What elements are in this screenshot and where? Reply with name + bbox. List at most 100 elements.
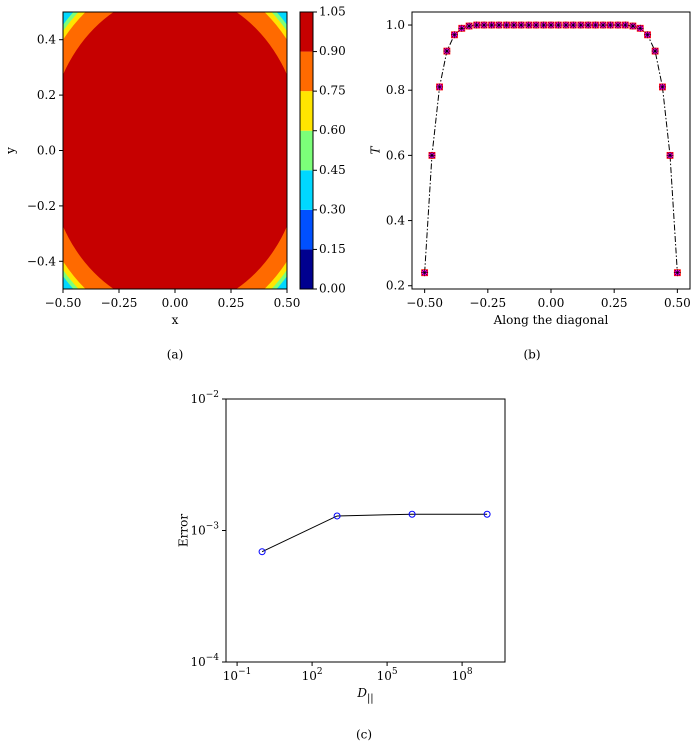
tick-label: 102 [302, 667, 323, 683]
tick-label-exponent: 8 [467, 667, 473, 677]
colorbar-segment [300, 170, 313, 210]
tick-label-base: 0.2 [37, 88, 56, 102]
data-point-star [525, 21, 533, 29]
data-point-star [614, 21, 622, 29]
data-point-star [450, 31, 458, 39]
tick-label: 0.25 [218, 296, 245, 310]
x-axis-label-text: x [172, 313, 179, 327]
data-point-star [636, 24, 644, 32]
tick-label-exponent: 5 [392, 667, 398, 677]
tick-label-base: 10 [190, 392, 205, 406]
x-axis-label: Along the diagonal [493, 313, 609, 327]
data-point-star [658, 83, 666, 91]
tick-label-base: 0.00 [538, 296, 565, 310]
data-point-star [510, 21, 518, 29]
tick-label-base: 0.8 [386, 83, 405, 97]
plot-frame [62, 11, 288, 290]
tick-label-base: 0.2 [386, 278, 405, 292]
colorbar-tick-label: 0.90 [319, 44, 346, 58]
tick-label-base: 0.50 [664, 296, 691, 310]
data-point-star [428, 151, 436, 159]
colorbar-tick-label: 0.00 [319, 282, 346, 296]
colorbar-tick-label: 0.15 [319, 242, 346, 256]
data-point [483, 510, 491, 518]
data-point-star [591, 21, 599, 29]
tick-label: −0.50 [45, 296, 82, 310]
tick-label-exponent: 2 [317, 667, 323, 677]
data-point-star [673, 269, 681, 277]
tick-label-exponent: −2 [206, 390, 219, 400]
data-point-star [629, 22, 637, 30]
data-point [333, 512, 341, 520]
data-point [258, 548, 266, 556]
tick-label-base: −0.25 [101, 296, 138, 310]
tick-label: 0.0 [37, 143, 56, 157]
data-point-star [644, 31, 652, 39]
data-point-star [473, 21, 481, 29]
x-axis-label-text: D [356, 686, 367, 700]
tick-label: −0.25 [469, 296, 506, 310]
tick-label-base: 0.50 [274, 296, 301, 310]
data-point-star [584, 21, 592, 29]
tick-label: −0.4 [27, 254, 57, 268]
colorbar-tick-label: 0.75 [319, 84, 346, 98]
data-point-star [480, 21, 488, 29]
tick-label-exponent: −4 [206, 653, 220, 663]
tick-label-base: 10 [223, 669, 238, 683]
tick-label: −0.50 [406, 296, 443, 310]
tick-label-base: 10 [190, 655, 205, 669]
colorbar-tick-label: 1.05 [319, 5, 346, 19]
data-point-star [666, 151, 674, 159]
data-point-star [547, 21, 555, 29]
colorbar-segment [300, 51, 313, 92]
tick-label: 0.00 [538, 296, 565, 310]
data-point-star [488, 21, 496, 29]
data-point-star [540, 21, 548, 29]
data-point-star [436, 83, 444, 91]
x-axis-label: x [172, 313, 179, 327]
colorbar-segment [300, 249, 313, 289]
panel-caption: (c) [356, 728, 372, 742]
x-axis-label-text: Along the diagonal [493, 313, 609, 327]
tick-label-base: 0.0 [37, 143, 56, 157]
tick-label-base: 0.25 [218, 296, 245, 310]
tick-label: 0.25 [601, 296, 628, 310]
y-axis-label: Error [177, 514, 191, 547]
data-point-star [458, 24, 466, 32]
tick-label: −0.25 [101, 296, 138, 310]
tick-label-base: 10 [190, 523, 205, 537]
tick-label: 10−4 [190, 653, 219, 669]
data-point-star [606, 21, 614, 29]
tick-label: 0.2 [37, 88, 56, 102]
tick-label-base: 0.4 [37, 32, 56, 46]
tick-label-base: 0.6 [386, 148, 405, 162]
data-point-star [532, 21, 540, 29]
tick-label: 0.50 [274, 296, 301, 310]
data-point-star [465, 22, 473, 30]
colorbar-tick-label: 0.30 [319, 202, 346, 216]
panel-caption: (a) [167, 348, 184, 362]
tick-label-base: 10 [377, 669, 392, 683]
data-point-star [443, 47, 451, 55]
data-point-star [621, 21, 629, 29]
tick-label: 1.0 [386, 18, 405, 32]
series-line [424, 24, 678, 273]
x-axis-label-sub: || [367, 693, 374, 704]
colorbar-frame [299, 11, 314, 290]
data-point-star [562, 21, 570, 29]
tick-label-base: 10 [452, 669, 467, 683]
tick-label-base: 1.0 [386, 18, 405, 32]
tick-label-base: −0.50 [45, 296, 82, 310]
colorbar-segment [300, 91, 313, 131]
data-point-star [577, 21, 585, 29]
x-axis-label: D|| [356, 686, 373, 704]
tick-label-base: −0.50 [406, 296, 443, 310]
tick-label: 105 [377, 667, 398, 683]
tick-label-base: 0.4 [386, 213, 405, 227]
tick-label-exponent: −3 [206, 521, 220, 531]
tick-label: 0.8 [386, 83, 405, 97]
tick-label: 10−2 [190, 390, 219, 406]
panel-caption: (b) [523, 348, 540, 362]
tick-label-base: −0.4 [27, 254, 57, 268]
